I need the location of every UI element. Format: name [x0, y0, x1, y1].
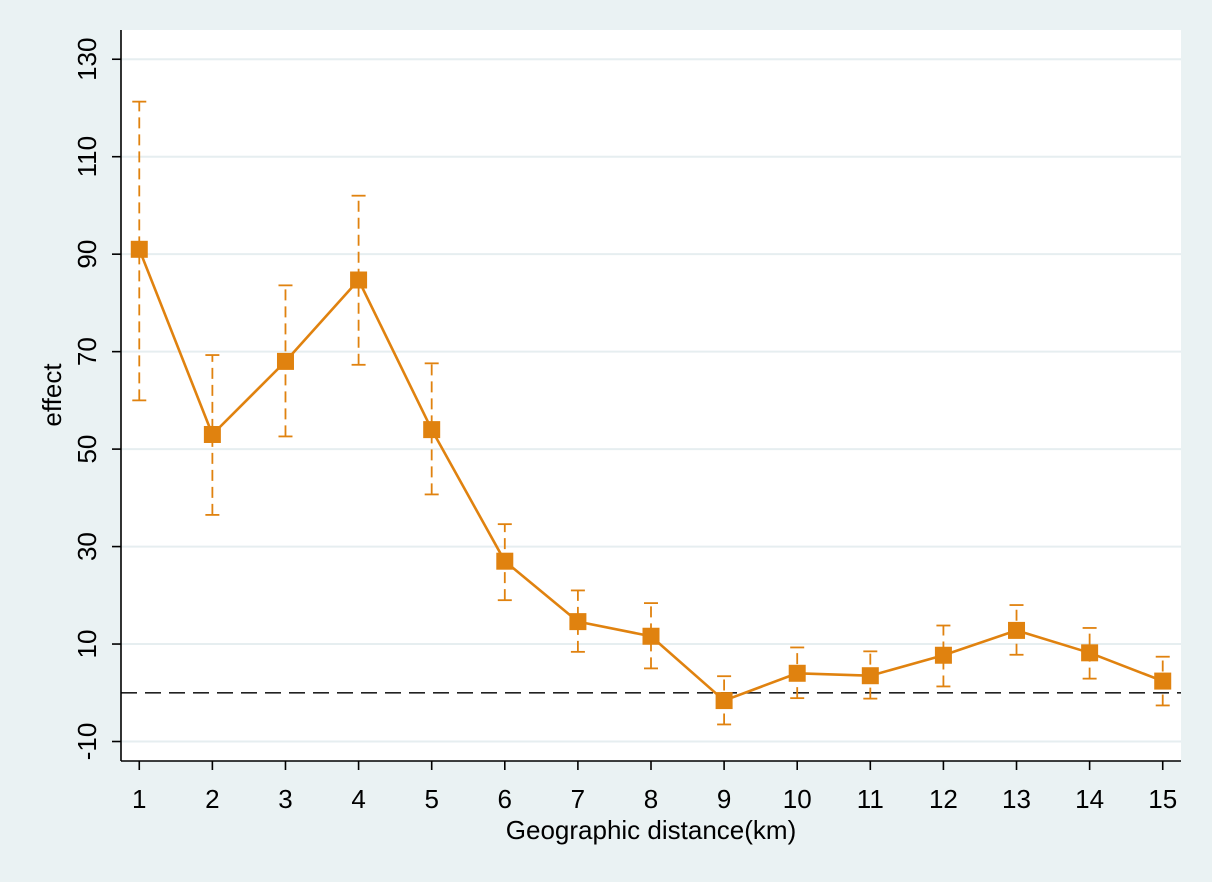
data-point — [934, 646, 952, 664]
x-tick-label: 14 — [1075, 784, 1104, 814]
x-tick-label: 1 — [132, 784, 146, 814]
x-axis-title: Geographic distance(km) — [506, 815, 796, 845]
y-tick-label: 70 — [72, 337, 102, 366]
x-tick-label: 6 — [498, 784, 512, 814]
y-tick-label: 10 — [72, 630, 102, 659]
data-point — [350, 271, 368, 289]
x-tick-label: 9 — [717, 784, 731, 814]
data-point — [130, 240, 148, 258]
x-ticks: 1 2 3 4 5 6 7 8 9 10 11 12 13 14 15 — [132, 761, 1177, 814]
data-point — [642, 627, 660, 645]
x-tick-label: 12 — [929, 784, 958, 814]
data-point — [569, 613, 587, 631]
x-tick-label: 8 — [644, 784, 658, 814]
x-tick-label: 3 — [278, 784, 292, 814]
y-tick-label: 110 — [72, 136, 102, 177]
x-tick-label: 13 — [1002, 784, 1031, 814]
x-tick-label: 7 — [571, 784, 585, 814]
x-tick-label: 10 — [783, 784, 812, 814]
data-point — [861, 667, 879, 685]
data-point — [1081, 644, 1099, 662]
y-tick-label: 30 — [72, 532, 102, 561]
data-point — [788, 664, 806, 682]
series-group — [130, 240, 1172, 710]
x-tick-label: 15 — [1148, 784, 1177, 814]
y-tick-label: 90 — [72, 240, 102, 269]
data-point — [276, 352, 294, 370]
data-point — [715, 692, 733, 710]
y-tick-label: -10 — [72, 723, 102, 761]
data-point — [496, 552, 514, 570]
y-ticks: -10 10 30 50 70 90 110 130 — [72, 38, 121, 761]
x-tick-label: 2 — [205, 784, 219, 814]
x-tick-label: 5 — [424, 784, 438, 814]
data-point — [1154, 672, 1172, 690]
data-point — [203, 425, 221, 443]
y-tick-label: 50 — [72, 435, 102, 464]
x-tick-label: 4 — [351, 784, 365, 814]
data-point — [1008, 621, 1026, 639]
data-point — [423, 421, 441, 439]
y-axis-title: effect — [37, 363, 67, 427]
y-tick-label: 130 — [72, 38, 102, 81]
x-tick-label: 11 — [857, 784, 884, 814]
